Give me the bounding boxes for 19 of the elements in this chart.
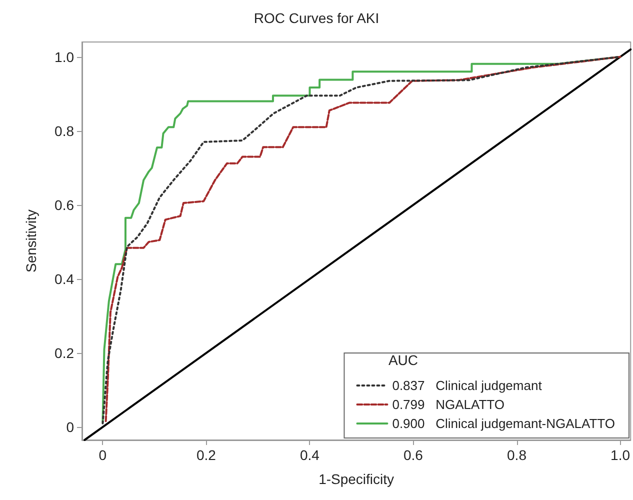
legend-label: 0.799 NGALATTO [392,397,504,412]
y-tick-label: 0.2 [54,344,74,361]
x-tick-label: 0.4 [300,447,320,463]
x-tick-label: 0 [98,447,107,463]
x-axis-title: 1-Specificity [318,471,394,487]
x-tick-label: 1.0 [610,447,630,463]
y-axis-title: Sensitivity [23,209,39,273]
chart-title: ROC Curves for AKI [254,10,380,26]
y-tick-label: 0.8 [54,122,74,139]
y-tick-label: 0.6 [54,196,74,213]
legend-title: AUC [388,352,418,368]
x-tick-label: 0.8 [507,447,527,463]
x-tick-label: 0.2 [196,447,216,463]
legend-label: 0.900 Clinical judgemant-NGALATTO [392,416,616,431]
y-tick-label: 0 [66,419,74,436]
legend-label: 0.837 Clinical judgemant [392,378,542,393]
y-tick-label: 1.0 [54,48,74,65]
y-tick-label: 0.4 [54,270,74,287]
x-tick-label: 0.6 [404,447,424,463]
